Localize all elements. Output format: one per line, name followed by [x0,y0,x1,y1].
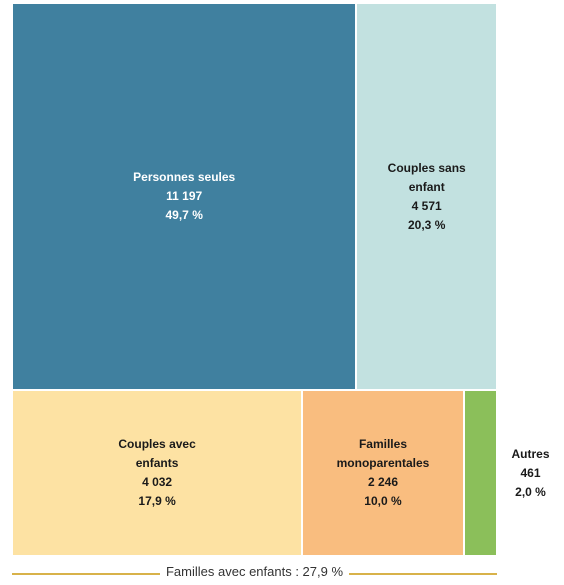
share-label: 10,0 % [364,494,402,509]
category-name: Couples sans enfant [387,160,466,194]
category-name: Familles monoparentales [336,437,430,471]
share-label: 49,7 % [165,208,203,223]
treemap-cell [463,390,497,556]
value-label: 2 246 [367,475,398,490]
category-name: Autres [511,447,550,462]
treemap-cell: Personnes seules 11 197 49,7 % [12,3,357,391]
share-label: 17,9 % [138,494,176,509]
value-label: 4 032 [142,475,173,490]
share-label: 20,3 % [408,217,446,232]
treemap-cell: Couples avec enfants 4 032 17,9 % [12,390,303,556]
cell-label: Couples sans enfant 4 571 20,3 % [373,159,481,235]
cell-label: Familles monoparentales 2 246 10,0 % [329,435,437,511]
treemap-cell: Couples sans enfant 4 571 20,3 % [356,3,497,391]
category-name: Couples avec enfants [118,437,196,471]
treemap-cell: Familles monoparentales 2 246 10,0 % [302,390,464,556]
value-label: 4 571 [411,198,442,213]
cell-label: Personnes seules 11 197 49,7 % [133,168,235,225]
value-label: 11 197 [166,189,203,204]
annotation-text: Familles avec enfants : 27,9 % [159,564,350,579]
category-name: Personnes seules [133,170,236,185]
cell-label: Couples avec enfants 4 032 17,9 % [103,435,211,511]
annotation: Familles avec enfants : 27,9 % [12,563,497,583]
value-label: 461 [520,466,541,481]
share-label: 2,0 % [515,485,546,500]
outside-label: Autres 461 2,0 % [497,445,564,502]
